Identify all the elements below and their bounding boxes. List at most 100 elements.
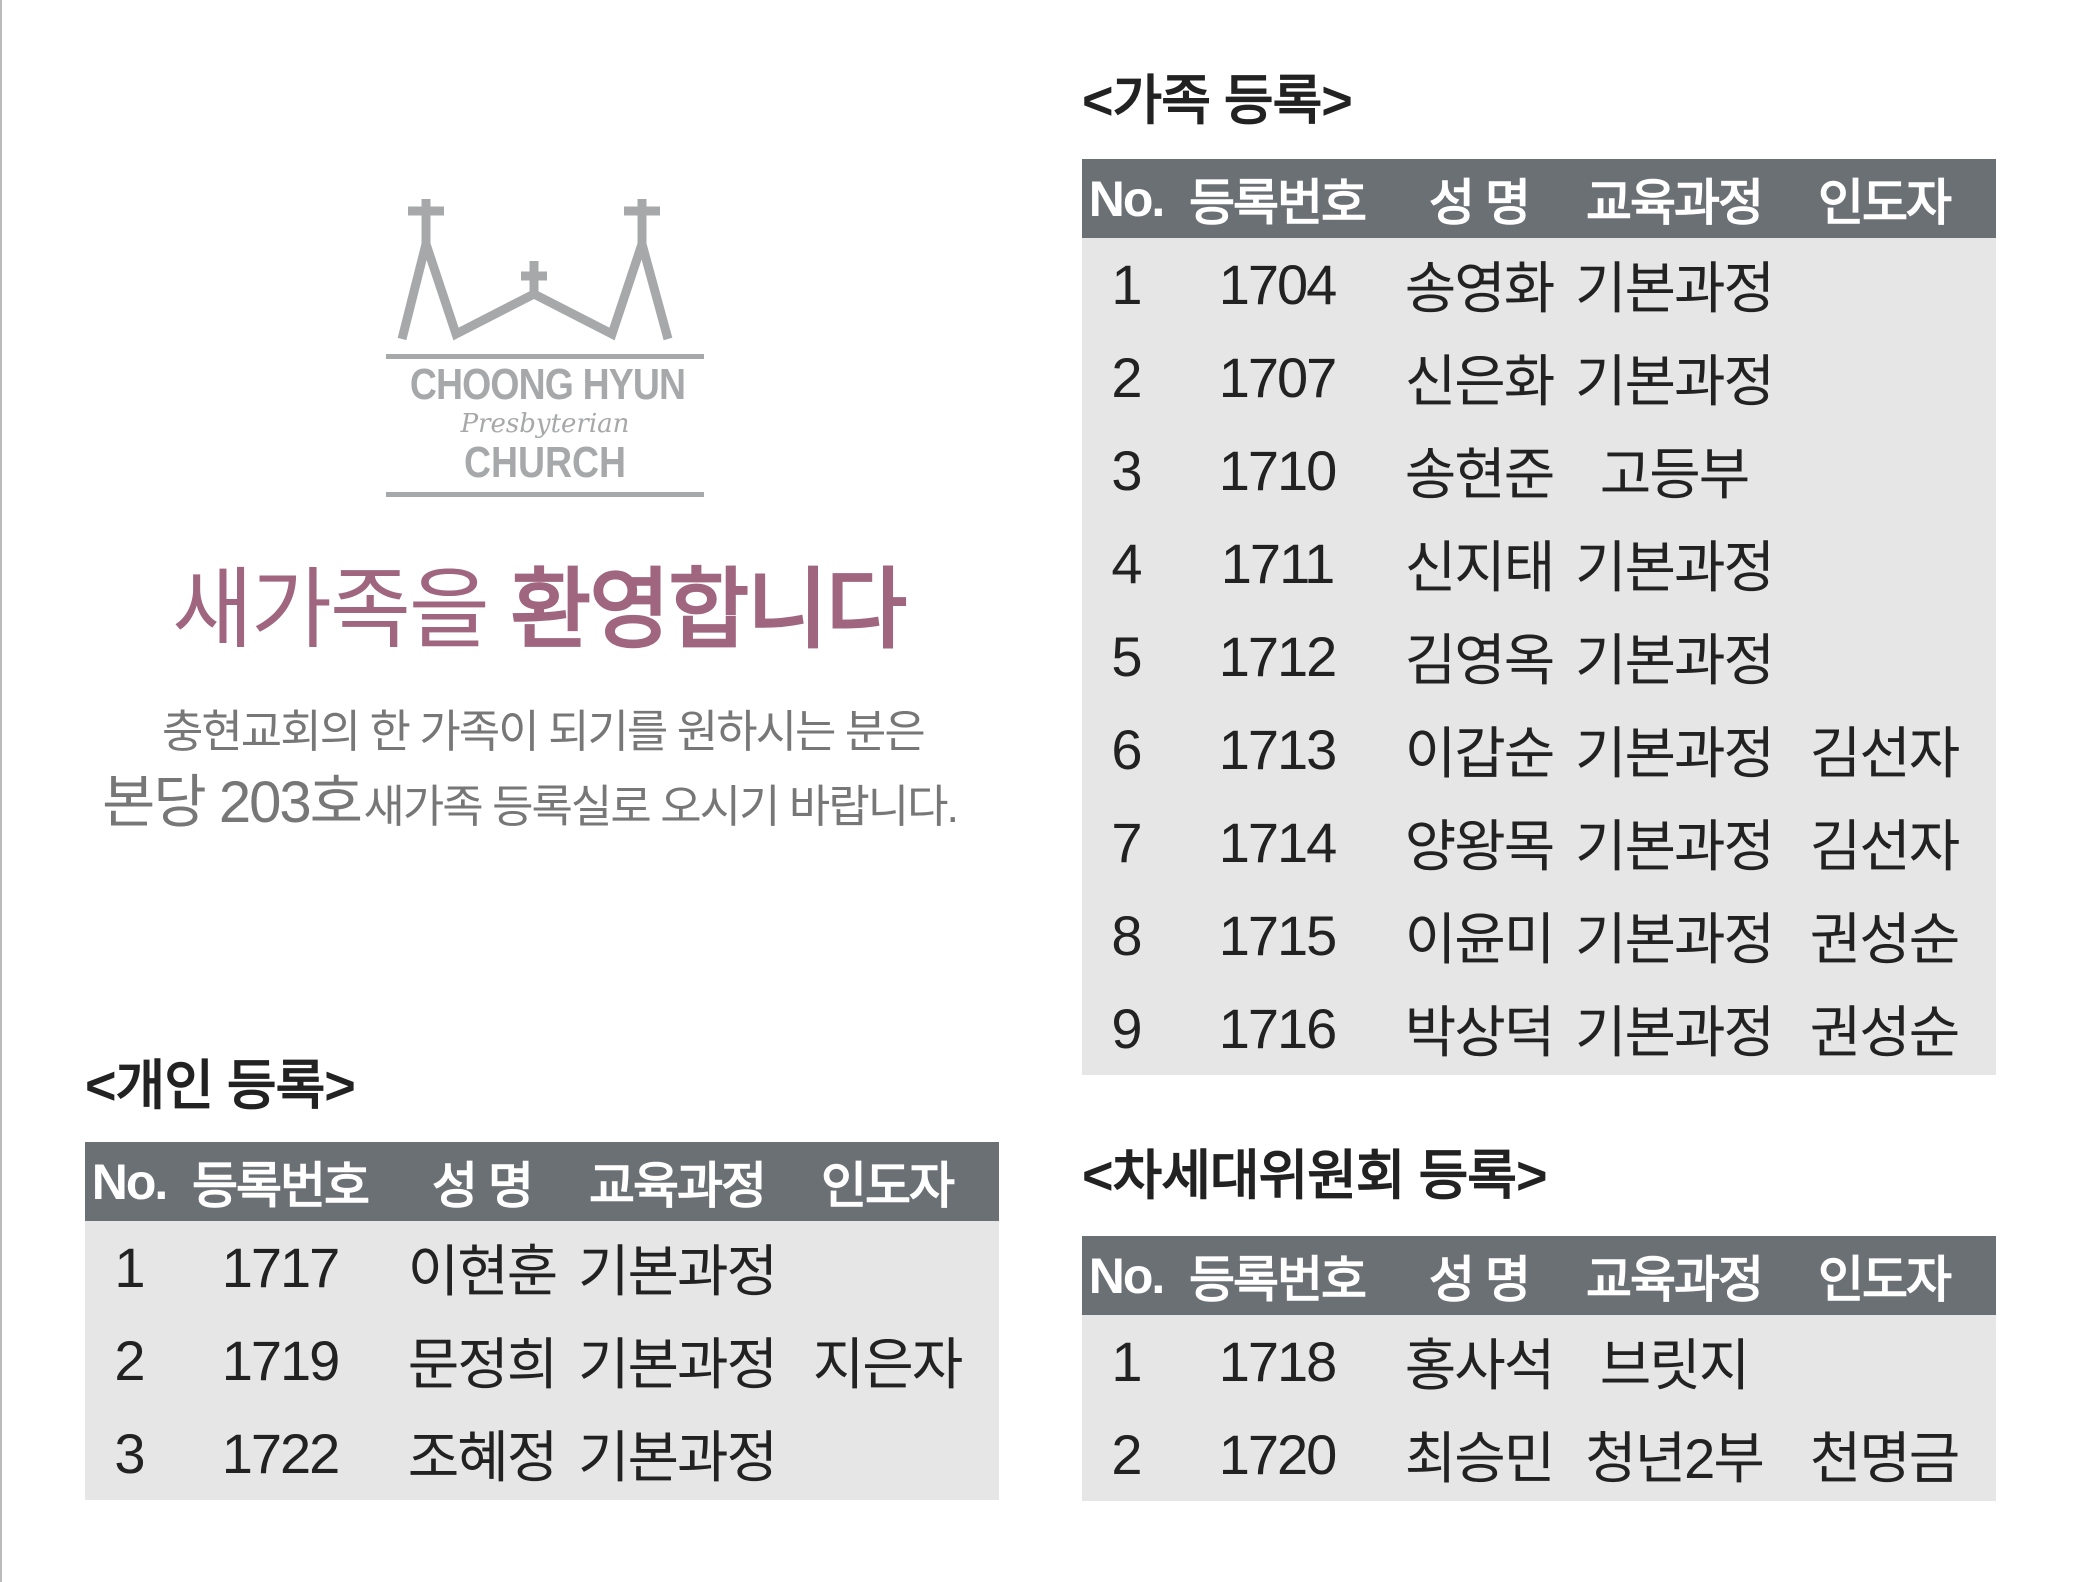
cell-course: 기본과정 [577,1240,778,1303]
cell-guide: 지은자 [812,1333,964,1396]
cell-no: 1 [1111,1330,1142,1393]
cell-reg-number: 1710 [1218,439,1338,502]
header-no: No. [91,1153,169,1210]
cell-no: 5 [1111,625,1142,688]
cell-course: 기본과정 [1574,815,1775,878]
cell-guide: 권성순 [1809,908,1961,971]
cell-name: 조혜정 [407,1426,559,1489]
table-header: No. 등록번호 성 명 교육과정 인도자 [1082,159,1996,238]
family-table: No. 등록번호 성 명 교육과정 인도자 1 1704 송영화 기본과정 2 1707 신은화 기본과… [1082,159,1996,1075]
table-row: 8 1715 이윤미 기본과정 권성순 [1082,889,1996,982]
cell-course: 기본과정 [1574,722,1775,785]
table-row: 1 1718 홍사석 브릿지 [1082,1315,1996,1408]
table-row: 1 1704 송영화 기본과정 [1082,238,1996,331]
individual-title: <개인 등록> [85,1056,356,1116]
table-row: 4 1711 신지태 기본과정 [1082,517,1996,610]
cell-name: 신은화 [1404,350,1556,413]
table-row: 7 1714 양왕목 기본과정 김선자 [1082,796,1996,889]
cell-course: 청년2부 [1585,1427,1765,1490]
cell-reg-number: 1716 [1218,997,1338,1060]
logo-church: CHURCH [463,438,627,487]
cell-name: 신지태 [1404,536,1556,599]
cell-course: 고등부 [1599,443,1751,506]
cell-no: 2 [1111,346,1142,409]
logo-presbyterian: Presbyterian [460,409,630,439]
family-title: <가족 등록> [1082,71,1353,131]
table-row: 3 1722 조혜정 기본과정 [85,1407,999,1500]
table-row: 6 1713 이갑순 기본과정 김선자 [1082,703,1996,796]
welcome-part2: 환영합니다 [510,560,907,659]
cell-reg-number: 1717 [221,1236,341,1299]
cell-course: 기본과정 [1574,908,1775,971]
cell-no: 3 [114,1422,145,1485]
header-guide: 인도자 [821,1157,955,1214]
cell-name: 문정희 [407,1333,559,1396]
cell-no: 2 [114,1329,145,1392]
cell-name: 이현훈 [407,1240,559,1303]
cell-name: 송현준 [1404,443,1556,506]
header-reg-number: 등록번호 [192,1157,370,1214]
cell-name: 박상덕 [1404,1001,1556,1064]
cell-course: 기본과정 [1574,536,1775,599]
header-guide: 인도자 [1818,174,1952,231]
cell-reg-number: 1715 [1218,904,1338,967]
cell-course: 브릿지 [1599,1334,1751,1397]
church-crosses-icon [397,199,673,341]
cell-name: 양왕목 [1404,815,1556,878]
subtitle-line1: 충현교회의 한 가족이 되기를 원하시는 분은 [162,706,926,757]
church-logo: CHOONG HYUN Presbyterian CHURCH [386,199,704,499]
cell-course: 기본과정 [1574,1001,1775,1064]
cell-reg-number: 1722 [221,1422,341,1485]
cell-reg-number: 1720 [1218,1423,1338,1486]
header-course: 교육과정 [589,1157,767,1214]
logo-rule-bottom [386,492,704,497]
cell-name: 이윤미 [1404,908,1556,971]
table-row: 2 1719 문정희 기본과정 지은자 [85,1314,999,1407]
nextgen-title: <차세대위원회 등록> [1082,1146,1548,1206]
cell-reg-number: 1712 [1218,625,1338,688]
cell-no: 1 [1111,253,1142,316]
cell-reg-number: 1719 [221,1329,341,1392]
cell-name: 이갑순 [1404,722,1556,785]
header-no: No. [1088,1247,1166,1304]
cell-reg-number: 1711 [1220,532,1335,595]
cell-no: 3 [1111,439,1142,502]
header-no: No. [1088,170,1166,227]
cell-no: 2 [1111,1423,1142,1486]
cell-course: 기본과정 [577,1426,778,1489]
header-course: 교육과정 [1586,1251,1764,1308]
table-row: 2 1707 신은화 기본과정 [1082,331,1996,424]
table-row: 9 1716 박상덕 기본과정 권성순 [1082,982,1996,1075]
header-reg-number: 등록번호 [1189,1251,1367,1308]
cell-reg-number: 1704 [1218,253,1338,316]
cell-name: 최승민 [1404,1427,1556,1490]
header-name: 성 명 [1429,1251,1531,1308]
cell-guide: 권성순 [1809,1001,1961,1064]
subtitle-line2: 본당 203호 새가족 등록실로 오시기 바랍니다. [102,770,959,851]
subtitle-room: 본당 203호 [102,770,363,835]
cell-course: 기본과정 [577,1333,778,1396]
cell-no: 9 [1111,997,1142,1060]
individual-table: No. 등록번호 성 명 교육과정 인도자 1 1717 이현훈 기본과정 2 1719 문정희 기본과… [85,1142,999,1500]
table-header: No. 등록번호 성 명 교육과정 인도자 [1082,1236,1996,1315]
cell-name: 송영화 [1404,257,1556,320]
cell-name: 홍사석 [1404,1334,1556,1397]
cell-no: 1 [114,1236,145,1299]
cell-no: 7 [1111,811,1142,874]
cell-no: 4 [1111,532,1142,595]
welcome-part1: 새가족을 [172,560,490,659]
subtitle-rest: 새가족 등록실로 오시기 바랍니다. [363,781,959,832]
logo-rule-top [386,354,704,359]
table-row: 3 1710 송현준 고등부 [1082,424,1996,517]
cell-guide: 천명금 [1809,1427,1961,1490]
header-reg-number: 등록번호 [1189,174,1367,231]
cell-no: 6 [1111,718,1142,781]
cell-course: 기본과정 [1574,350,1775,413]
cell-no: 8 [1111,904,1142,967]
header-course: 교육과정 [1586,174,1764,231]
header-guide: 인도자 [1818,1251,1952,1308]
welcome-heading: 새가족을 환영합니다 [172,560,907,660]
cell-guide: 김선자 [1809,722,1961,785]
cell-reg-number: 1707 [1218,346,1338,409]
table-row: 1 1717 이현훈 기본과정 [85,1221,999,1314]
